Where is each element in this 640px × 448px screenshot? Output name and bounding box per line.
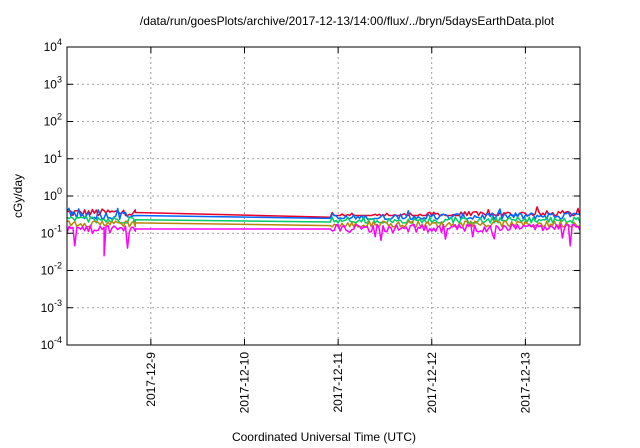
y-tick-label: 102: [44, 112, 62, 129]
series-layer: [66, 206, 581, 257]
y-tick-label: 100: [44, 186, 62, 203]
series-line-4: [66, 220, 581, 228]
series-line-2: [66, 207, 581, 220]
y-tick-label: 103: [44, 74, 62, 91]
y-tick-label: 104: [44, 37, 62, 54]
y-tick-label: 10-2: [41, 261, 62, 278]
y-axis-label: cGy/day: [11, 174, 25, 218]
x-tick-label: 2017-12-11: [331, 352, 345, 413]
grid-lines: [67, 47, 580, 345]
x-axis-ticks: 2017-12-9 2017-12-10 2017-12-11 2017-12-12 2…: [144, 47, 532, 414]
y-tick-label: 101: [44, 149, 62, 166]
x-axis-label: Coordinated Universal Time (UTC): [232, 430, 416, 444]
x-tick-label: 2017-12-10: [238, 352, 252, 414]
x-tick-label: 2017-12-13: [518, 352, 532, 414]
series-line-5: [66, 223, 581, 257]
y-axis-ticks: 10-4 10-3 10-2 10-1 100 101 102 103 104: [41, 37, 580, 352]
x-tick-label: 2017-12-9: [144, 352, 158, 407]
y-tick-label: 10-4: [41, 335, 62, 352]
chart-title: /data/run/goesPlots/archive/2017-12-13/1…: [140, 14, 555, 28]
y-tick-label: 10-3: [41, 298, 62, 315]
x-tick-label: 2017-12-12: [425, 352, 439, 414]
y-tick-label: 10-1: [41, 223, 62, 240]
